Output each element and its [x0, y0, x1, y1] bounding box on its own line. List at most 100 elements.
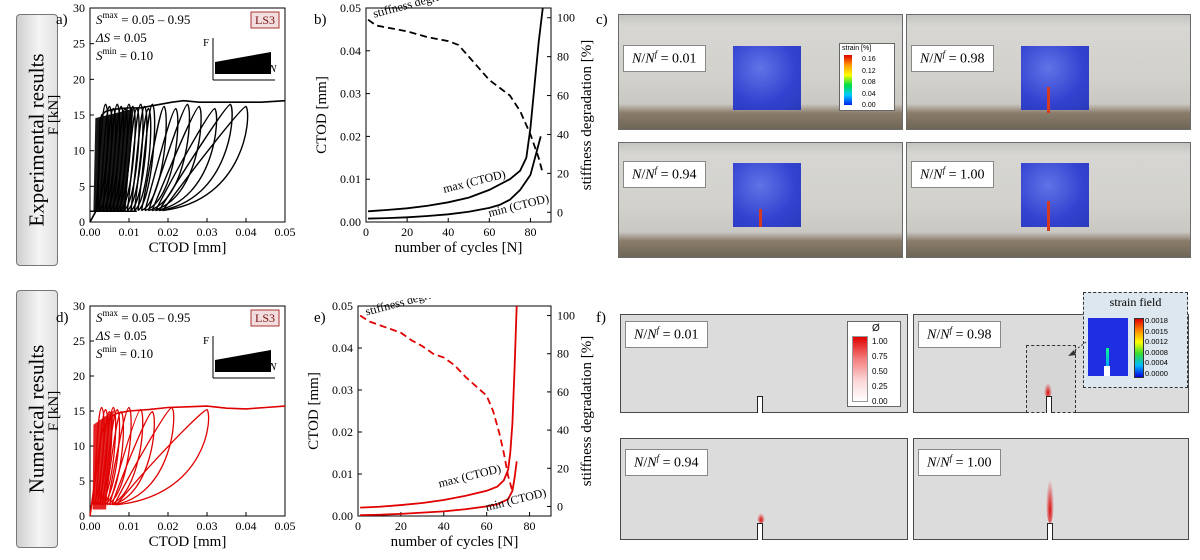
dense-cycles [92, 409, 114, 510]
damage-zone [1046, 479, 1054, 523]
stiffness-annotation: stiffness degradation [364, 298, 464, 318]
x-tick-label: 0 [363, 225, 369, 239]
y2-axis-label: stiffness degradation [%] [579, 40, 595, 191]
smin-text: Smin = 0.10 [96, 46, 153, 63]
zoom-arrow [1068, 341, 1087, 356]
hysteresis-loop [133, 107, 152, 212]
y-tick-label: 0 [79, 215, 85, 229]
crack-mark [759, 209, 762, 227]
plot-frame [365, 7, 552, 223]
y-tick-label: 10 [73, 144, 85, 158]
hysteresis-loop [111, 411, 155, 506]
panel-letter-b: b) [314, 12, 327, 28]
y-tick-label: 15 [73, 108, 85, 122]
y-tick-label: 15 [73, 404, 85, 418]
y2-tick-label: 60 [557, 385, 569, 399]
max-ctod-series [367, 7, 544, 213]
y-tick-label: 0.03 [340, 87, 361, 101]
max-ctod-series [360, 305, 518, 509]
y2-tick-label: 40 [557, 423, 569, 437]
x-tick-label: 60 [483, 225, 495, 239]
x-tick-label: 0.03 [197, 519, 218, 533]
y-tick-label: 0.00 [340, 215, 361, 229]
hysteresis-loops [90, 103, 249, 213]
hysteresis-loop [151, 105, 202, 212]
dic-strain-overlay [733, 46, 801, 110]
damage-colorbar: Ø 1.00 0.75 0.50 0.25 0.00 [847, 321, 901, 407]
y-tick-label: 5 [79, 474, 85, 488]
snapshot-label: N/Nf = 0.98 [918, 321, 1001, 348]
y-tick-label: 0.03 [332, 383, 353, 397]
numerical-results-label: Numerical results [16, 290, 58, 548]
notch [1046, 396, 1052, 413]
exp-snapshot-3: N/Nf = 0.94 [618, 142, 903, 258]
min-ctod-annotation: min (CTOD) [484, 485, 548, 514]
hysteresis-loop [158, 103, 233, 212]
exp-snapshot-4: N/Nf = 1.00 [906, 142, 1191, 258]
inset-load-blocks [215, 350, 271, 372]
snapshot-label: N/Nf = 1.00 [911, 161, 994, 188]
x-tick-label: 40 [438, 519, 450, 533]
envelope-curve [89, 405, 286, 517]
y-axis-label: F [kN] [46, 95, 62, 135]
y2-tick-label: 0 [557, 499, 563, 513]
dic-strain-overlay [1021, 163, 1089, 227]
y-tick-label: 0.00 [332, 509, 353, 523]
y-tick-label: 25 [73, 37, 85, 51]
inset-n-label: N [268, 361, 277, 373]
min-ctod-series [368, 136, 542, 220]
y-tick-label: 0.01 [332, 467, 353, 481]
exp-snapshot-2: N/Nf = 0.98 [906, 14, 1191, 130]
damage-zone [1044, 383, 1052, 397]
inset-load-blocks [215, 52, 271, 74]
y-tick-label: 0.04 [332, 341, 353, 355]
x-tick-label: 80 [524, 225, 536, 239]
y-tick-label: 0.04 [340, 44, 361, 58]
delta-s-text: ΔS = 0.05 [95, 30, 147, 45]
x-tick-label: 0.00 [80, 519, 101, 533]
x-tick-label: 0.05 [275, 225, 296, 239]
dic-strain-overlay [1021, 46, 1089, 110]
y-tick-label: 0 [79, 509, 85, 523]
x-axis-label: number of cycles [N] [395, 240, 523, 256]
x-axis-label: CTOD [mm] [149, 240, 227, 256]
y-tick-label: 0.02 [340, 129, 361, 143]
x-tick-label: 80 [524, 519, 536, 533]
hysteresis-loop [116, 408, 210, 506]
x-axis-label: CTOD [mm] [149, 534, 227, 550]
snapshot-label: N/Nf = 0.01 [623, 45, 706, 72]
exp-strain-colorbar: strain [%] 0.16 0.12 0.08 0.04 0.00 [839, 43, 895, 111]
smax-text: Smax = 0.05 – 0.95 [96, 10, 190, 27]
y-tick-label: 0.02 [332, 425, 353, 439]
y2-tick-label: 100 [557, 309, 575, 323]
y-tick-label: 30 [73, 1, 85, 15]
panel-letter-a: a) [56, 12, 68, 28]
y2-tick-label: 0 [557, 205, 563, 219]
chart-d-force-ctod-numerical: 0.00 0.01 0.02 0.03 0.04 0.05 0 5 10 15 20 25 30 CTOD… [46, 299, 296, 550]
panel-letter-e: e) [314, 310, 326, 326]
hysteresis-loop [154, 107, 218, 212]
y2-tick-label: 20 [557, 166, 569, 180]
ls3-badge-label: LS3 [255, 13, 275, 27]
y-tick-label: 30 [73, 299, 85, 313]
x-tick-label: 0.05 [275, 519, 296, 533]
hysteresis-loop [144, 107, 179, 212]
y2-tick-label: 60 [557, 89, 569, 103]
smin-text: Smin = 0.10 [96, 344, 153, 361]
max-ctod-annotation: max (CTOD) [441, 167, 507, 196]
crack-mark [1047, 87, 1050, 113]
delta-s-text: ΔS = 0.05 [95, 328, 147, 343]
x-tick-label: 0.04 [236, 225, 257, 239]
stiffness-degradation-series [359, 314, 514, 492]
y-axis-label: CTOD [mm] [306, 372, 322, 450]
crack-mark [1047, 201, 1050, 231]
hysteresis-loop [106, 406, 132, 506]
strain-field-plot [1088, 318, 1128, 376]
y2-tick-label: 20 [557, 461, 569, 475]
hysteresis-loops [92, 406, 210, 510]
strain-field-inset: strain field 0.0018 0.0015 0.0012 0.0008 0.0… [1083, 292, 1188, 388]
y-tick-label: 0.05 [332, 299, 353, 313]
plot-frame [357, 305, 552, 517]
x-tick-label: 0.01 [119, 225, 140, 239]
snapshot-label: N/Nf = 0.94 [625, 449, 708, 476]
